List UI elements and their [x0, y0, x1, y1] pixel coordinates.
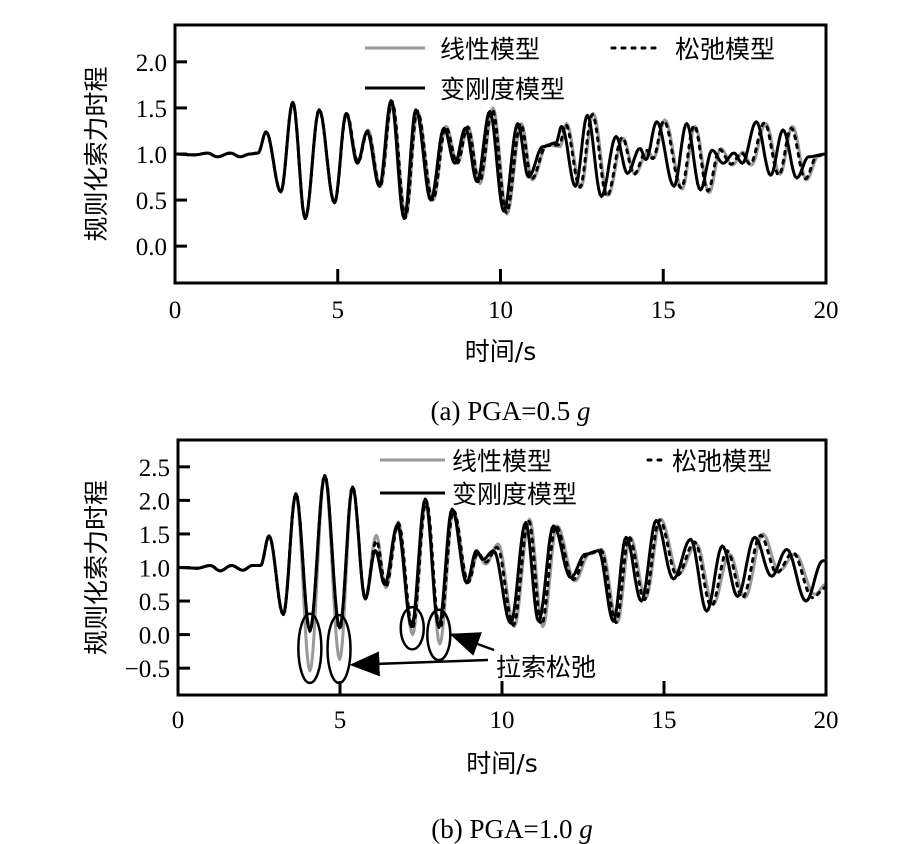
- legend-label-slack: 松弛模型: [672, 447, 772, 476]
- caption-text: (b) PGA=1.0: [431, 814, 579, 844]
- x-tick-label: 10: [490, 707, 515, 734]
- x-axis-label: 时间/s: [465, 337, 536, 366]
- slack-ellipse: [399, 605, 426, 651]
- legend-label-variable-stiffness: 变刚度模型: [440, 75, 565, 104]
- y-tick-label: 2.5: [139, 455, 170, 482]
- slack-annotation: 拉索松弛: [297, 605, 596, 685]
- y-axis-label: 规则化索力时程: [82, 480, 111, 655]
- x-tick-label: 10: [488, 297, 513, 324]
- y-tick-label: 2.0: [136, 50, 167, 77]
- slack-ellipse: [297, 612, 323, 685]
- x-tick-label: 15: [651, 297, 676, 324]
- x-axis-label: 时间/s: [466, 749, 537, 778]
- x-tick-label: 0: [172, 707, 185, 734]
- caption-text: (a) PGA=0.5: [431, 396, 577, 426]
- slack-ellipse: [326, 613, 352, 685]
- series-line-variable-stiffness-model: [178, 474, 826, 633]
- chart-panel-b: 0 5 10 15 20 −0.5 0.0 0.5 1.0 1.5 2.0 2.5 时间/s 规则化索力时…: [82, 438, 839, 844]
- x-tick-label: 5: [334, 707, 347, 734]
- series-line-slack-model: [175, 100, 826, 220]
- y-tick-label: 2.0: [139, 488, 170, 515]
- series-group: [178, 474, 826, 673]
- series-line-variable-stiffness-model: [175, 99, 826, 220]
- y-tick-label: 1.0: [136, 142, 167, 169]
- y-tick-label: −0.5: [125, 656, 170, 683]
- annotation-arrow: [349, 651, 489, 677]
- annotation-text: 拉索松弛: [496, 653, 596, 682]
- y-tick-label: 1.5: [139, 522, 170, 549]
- figure-caption: (b) PGA=1.0 g: [431, 814, 592, 844]
- y-tick-label: 0.5: [139, 589, 170, 616]
- figure-caption: (a) PGA=0.5 g: [431, 396, 591, 426]
- caption-g: g: [577, 396, 591, 426]
- y-tick-label: 1.0: [139, 556, 170, 583]
- y-axis-label: 规则化索力时程: [82, 66, 111, 241]
- caption-g: g: [579, 814, 593, 844]
- legend-label-variable-stiffness: 变刚度模型: [452, 480, 577, 509]
- x-tick-label: 5: [332, 297, 345, 324]
- y-tick-label: 0.0: [136, 234, 167, 261]
- y-tick-label: 0.5: [136, 188, 167, 215]
- x-tick-label: 15: [652, 707, 677, 734]
- legend-label-linear: 线性模型: [452, 447, 552, 476]
- y-tick-label: 0.0: [139, 623, 170, 650]
- annotation-arrow: [449, 632, 495, 656]
- x-tick-label: 20: [814, 707, 839, 734]
- legend-label-linear: 线性模型: [440, 35, 540, 64]
- chart-panel-a: 0 5 10 15 20 0.0 0.5 1.0 1.5 2.0 时间/s 规则化索力时程 (a) PG…: [82, 23, 839, 426]
- y-tick-label: 1.5: [136, 96, 167, 123]
- series-group: [175, 99, 826, 220]
- x-tick-label: 0: [169, 297, 182, 324]
- legend-label-slack: 松弛模型: [675, 35, 775, 64]
- x-tick-label: 20: [814, 297, 839, 324]
